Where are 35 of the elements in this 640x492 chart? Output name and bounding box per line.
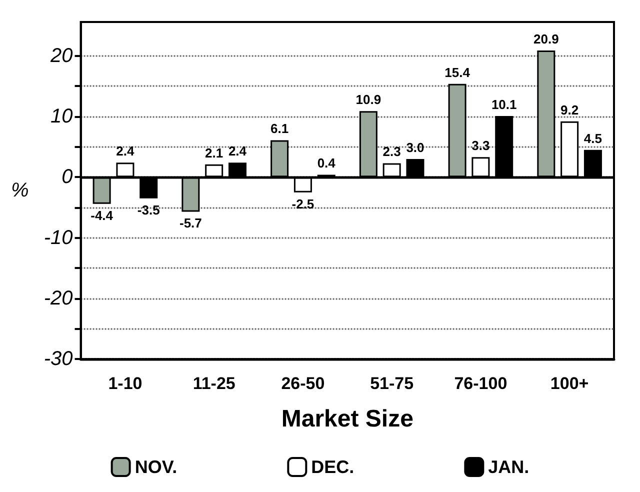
data-label: 10.9 bbox=[356, 92, 382, 108]
data-label: 9.2 bbox=[560, 102, 579, 118]
data-label: -2.5 bbox=[292, 196, 314, 212]
data-label: -4.4 bbox=[90, 208, 114, 223]
x-tick-label: 26-50 bbox=[281, 374, 325, 393]
data-label: 2.3 bbox=[382, 144, 401, 160]
data-label: 3.0 bbox=[406, 140, 424, 155]
x-tick-label: 11-25 bbox=[192, 374, 236, 393]
y-axis-title: % bbox=[10, 180, 29, 202]
data-label: 4.5 bbox=[584, 130, 602, 146]
legend-label: NOV. bbox=[134, 457, 178, 477]
x-tick-label: 100+ bbox=[550, 374, 589, 393]
data-label: 3.3 bbox=[472, 138, 490, 154]
legend-label: JAN. bbox=[488, 457, 530, 477]
x-axis-title: Market Size bbox=[281, 406, 414, 432]
legend-label: DEC. bbox=[311, 457, 354, 477]
data-label: 2.4 bbox=[116, 144, 136, 159]
y-tick-label: -30 bbox=[44, 348, 73, 370]
data-label: -5.7 bbox=[179, 216, 202, 231]
y-tick-label: 20 bbox=[50, 44, 73, 67]
x-tick-label: 1-10 bbox=[108, 374, 142, 393]
data-label: 20.9 bbox=[534, 31, 559, 46]
data-label: 2.1 bbox=[205, 145, 224, 160]
y-tick-label: 10 bbox=[50, 106, 73, 128]
data-label: 0.4 bbox=[317, 156, 336, 171]
y-tick-label: 0 bbox=[62, 166, 73, 188]
x-tick-label: 51-75 bbox=[370, 374, 414, 393]
y-tick-label: -20 bbox=[44, 287, 73, 310]
data-label: 10.1 bbox=[491, 96, 517, 112]
data-label: 2.4 bbox=[228, 144, 248, 159]
y-tick-label: -10 bbox=[44, 226, 73, 249]
data-label: 6.1 bbox=[270, 121, 289, 136]
x-tick-label: 76-100 bbox=[454, 374, 508, 393]
data-label: -3.5 bbox=[137, 202, 160, 218]
data-label: 15.4 bbox=[444, 64, 471, 80]
